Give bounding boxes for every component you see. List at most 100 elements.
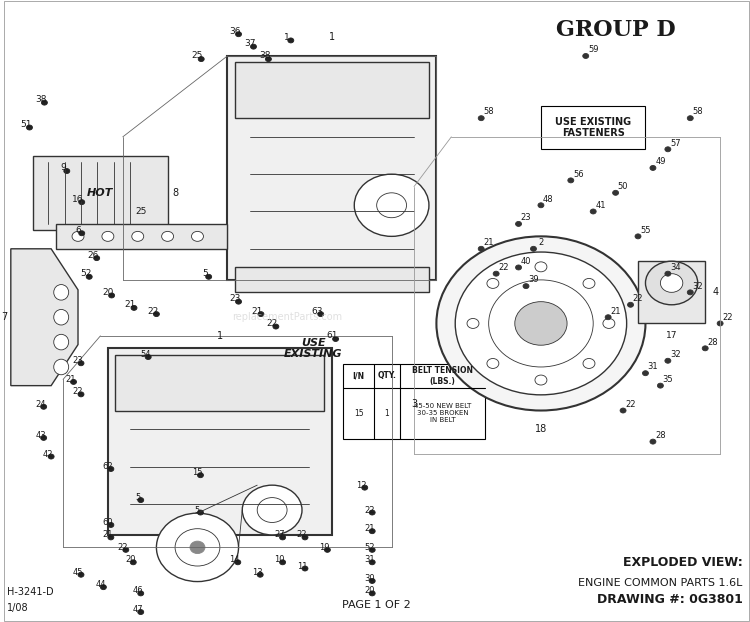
- Text: 1: 1: [284, 33, 290, 42]
- Text: 23: 23: [520, 213, 531, 222]
- Text: 25: 25: [192, 52, 203, 60]
- Bar: [116, 355, 325, 411]
- Circle shape: [455, 252, 627, 395]
- Circle shape: [635, 234, 641, 239]
- Text: 50: 50: [618, 182, 628, 191]
- Text: 28: 28: [707, 338, 718, 346]
- Circle shape: [369, 591, 375, 596]
- Circle shape: [717, 321, 723, 326]
- Circle shape: [146, 355, 152, 360]
- Text: 10: 10: [274, 555, 285, 564]
- Text: USE EXISTING
FASTENERS: USE EXISTING FASTENERS: [555, 117, 632, 138]
- Circle shape: [530, 246, 536, 251]
- Text: 58: 58: [483, 108, 494, 116]
- Circle shape: [100, 585, 106, 590]
- Text: 11: 11: [297, 562, 307, 570]
- Circle shape: [605, 315, 611, 320]
- Text: 25: 25: [136, 207, 147, 216]
- Circle shape: [650, 439, 656, 444]
- Circle shape: [590, 209, 596, 214]
- Text: 30: 30: [364, 574, 374, 583]
- Ellipse shape: [54, 285, 69, 300]
- Text: 32: 32: [692, 282, 703, 290]
- Circle shape: [131, 305, 137, 310]
- Circle shape: [162, 231, 173, 241]
- Text: 22: 22: [364, 506, 374, 514]
- Bar: [343, 364, 485, 439]
- Text: 1/08: 1/08: [7, 603, 28, 613]
- Circle shape: [197, 473, 203, 478]
- Circle shape: [646, 261, 698, 305]
- Text: 9: 9: [60, 164, 66, 172]
- Circle shape: [583, 53, 589, 58]
- Text: 21: 21: [484, 238, 494, 247]
- Text: 47: 47: [133, 605, 143, 614]
- Text: 51: 51: [20, 120, 32, 129]
- Circle shape: [523, 284, 529, 289]
- Bar: [33, 156, 167, 230]
- Text: 55: 55: [640, 226, 651, 234]
- Circle shape: [302, 535, 308, 540]
- Ellipse shape: [54, 335, 69, 350]
- Circle shape: [138, 610, 144, 615]
- Circle shape: [41, 100, 47, 105]
- Text: 13: 13: [252, 568, 262, 577]
- Circle shape: [514, 302, 567, 345]
- Text: 22: 22: [626, 400, 636, 409]
- Bar: [541, 106, 646, 149]
- Circle shape: [26, 125, 32, 130]
- Circle shape: [190, 541, 205, 554]
- Text: 46: 46: [133, 587, 143, 595]
- Circle shape: [273, 324, 279, 329]
- Circle shape: [266, 57, 272, 62]
- Circle shape: [78, 361, 84, 366]
- Circle shape: [86, 274, 92, 279]
- Circle shape: [568, 178, 574, 183]
- Circle shape: [628, 302, 634, 307]
- Circle shape: [515, 265, 521, 270]
- Text: 21: 21: [251, 307, 263, 315]
- Circle shape: [658, 383, 664, 388]
- Circle shape: [48, 454, 54, 459]
- Circle shape: [108, 535, 114, 540]
- Circle shape: [257, 498, 287, 522]
- Text: 23: 23: [73, 356, 83, 365]
- Text: H-3241-D: H-3241-D: [7, 587, 54, 597]
- Text: 31: 31: [364, 555, 374, 564]
- Text: 4: 4: [712, 287, 718, 297]
- Text: 3: 3: [411, 399, 417, 409]
- Text: 5: 5: [135, 493, 140, 502]
- Text: 15: 15: [354, 409, 364, 417]
- Text: 45-50 NEW BELT
30-35 BROKEN
IN BELT: 45-50 NEW BELT 30-35 BROKEN IN BELT: [414, 403, 471, 423]
- Text: 57: 57: [670, 139, 681, 147]
- Ellipse shape: [54, 359, 69, 374]
- Text: 22: 22: [147, 307, 158, 315]
- Circle shape: [478, 246, 484, 251]
- Text: 45: 45: [73, 568, 83, 577]
- Circle shape: [702, 346, 708, 351]
- Circle shape: [70, 379, 76, 384]
- Circle shape: [302, 566, 308, 571]
- Circle shape: [318, 312, 324, 317]
- Circle shape: [583, 358, 595, 368]
- Text: EXPLODED VIEW:: EXPLODED VIEW:: [622, 556, 742, 569]
- Circle shape: [613, 190, 619, 195]
- Circle shape: [157, 513, 238, 582]
- Text: 22: 22: [118, 543, 128, 552]
- Circle shape: [138, 591, 144, 596]
- Text: 35: 35: [662, 375, 674, 384]
- Circle shape: [138, 498, 144, 503]
- Text: 8: 8: [172, 188, 178, 198]
- Text: 1: 1: [217, 331, 223, 341]
- Circle shape: [487, 279, 499, 289]
- Circle shape: [288, 38, 294, 43]
- Text: GROUP D: GROUP D: [556, 19, 676, 40]
- Text: ENGINE COMMON PARTS 1.6L: ENGINE COMMON PARTS 1.6L: [578, 578, 742, 588]
- Text: 22: 22: [722, 313, 733, 322]
- Circle shape: [251, 44, 257, 49]
- Circle shape: [620, 408, 626, 413]
- Text: 40: 40: [520, 257, 531, 266]
- Text: 21: 21: [65, 375, 76, 384]
- Text: 21: 21: [103, 531, 113, 539]
- Circle shape: [665, 358, 670, 363]
